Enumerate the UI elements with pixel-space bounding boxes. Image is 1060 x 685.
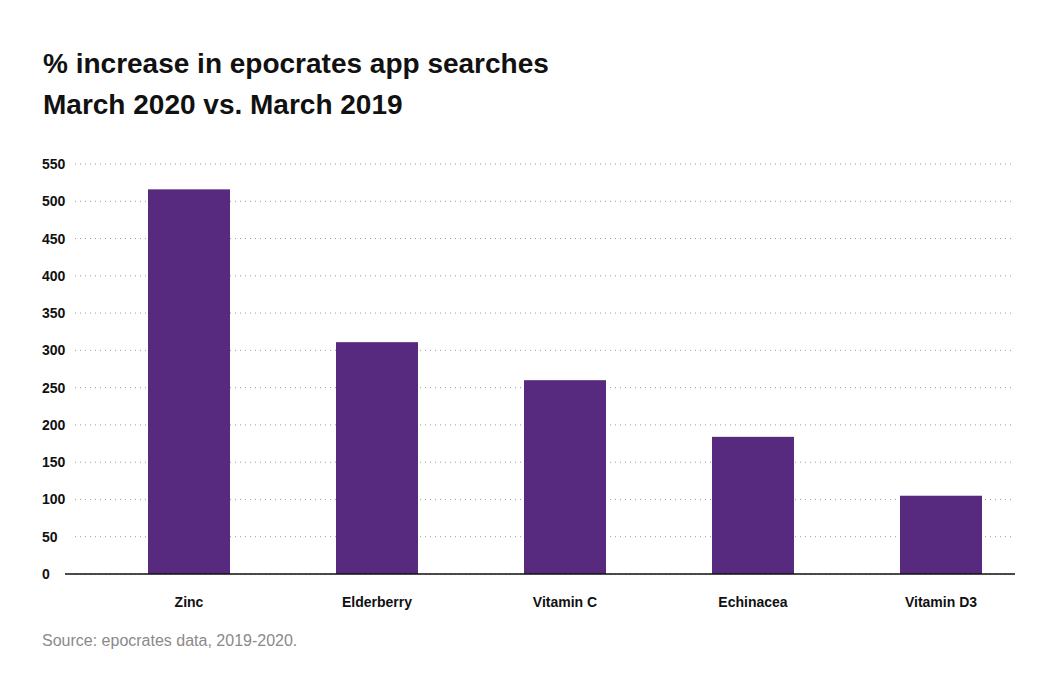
y-tick-label: 300: [42, 342, 66, 358]
y-tick-label: 0: [42, 566, 50, 582]
y-tick-label: 500: [42, 193, 66, 209]
chart: % increase in epocrates app searches Marc…: [0, 0, 1060, 685]
y-tick-label: 250: [42, 380, 66, 396]
y-tick-label: 400: [42, 268, 66, 284]
bar: [336, 342, 418, 574]
x-tick-label: Vitamin C: [533, 594, 597, 610]
source: Source: epocrates data, 2019-2020.: [42, 632, 297, 649]
title: % increase in epocrates app searches: [43, 48, 549, 79]
background: [0, 0, 1060, 685]
y-tick-label: 150: [42, 454, 66, 470]
x-axis-line: [65, 573, 1015, 575]
bar: [524, 380, 606, 574]
y-tick-label: 50: [42, 529, 58, 545]
y-tick-label: 350: [42, 305, 66, 321]
x-tick-label: Vitamin D3: [905, 594, 977, 610]
bars: [148, 189, 982, 574]
bar: [712, 437, 794, 574]
y-tick-label: 450: [42, 231, 66, 247]
y-tick-label: 200: [42, 417, 66, 433]
y-tick-label: 550: [42, 156, 66, 172]
subtitle: March 2020 vs. March 2019: [43, 89, 403, 120]
x-tick-label: Echinacea: [718, 594, 787, 610]
bar: [148, 189, 230, 574]
bar: [900, 496, 982, 574]
x-tick-label: Elderberry: [342, 594, 412, 610]
x-tick-label: Zinc: [175, 594, 204, 610]
y-tick-label: 100: [42, 491, 66, 507]
grid-line: [75, 164, 1015, 165]
